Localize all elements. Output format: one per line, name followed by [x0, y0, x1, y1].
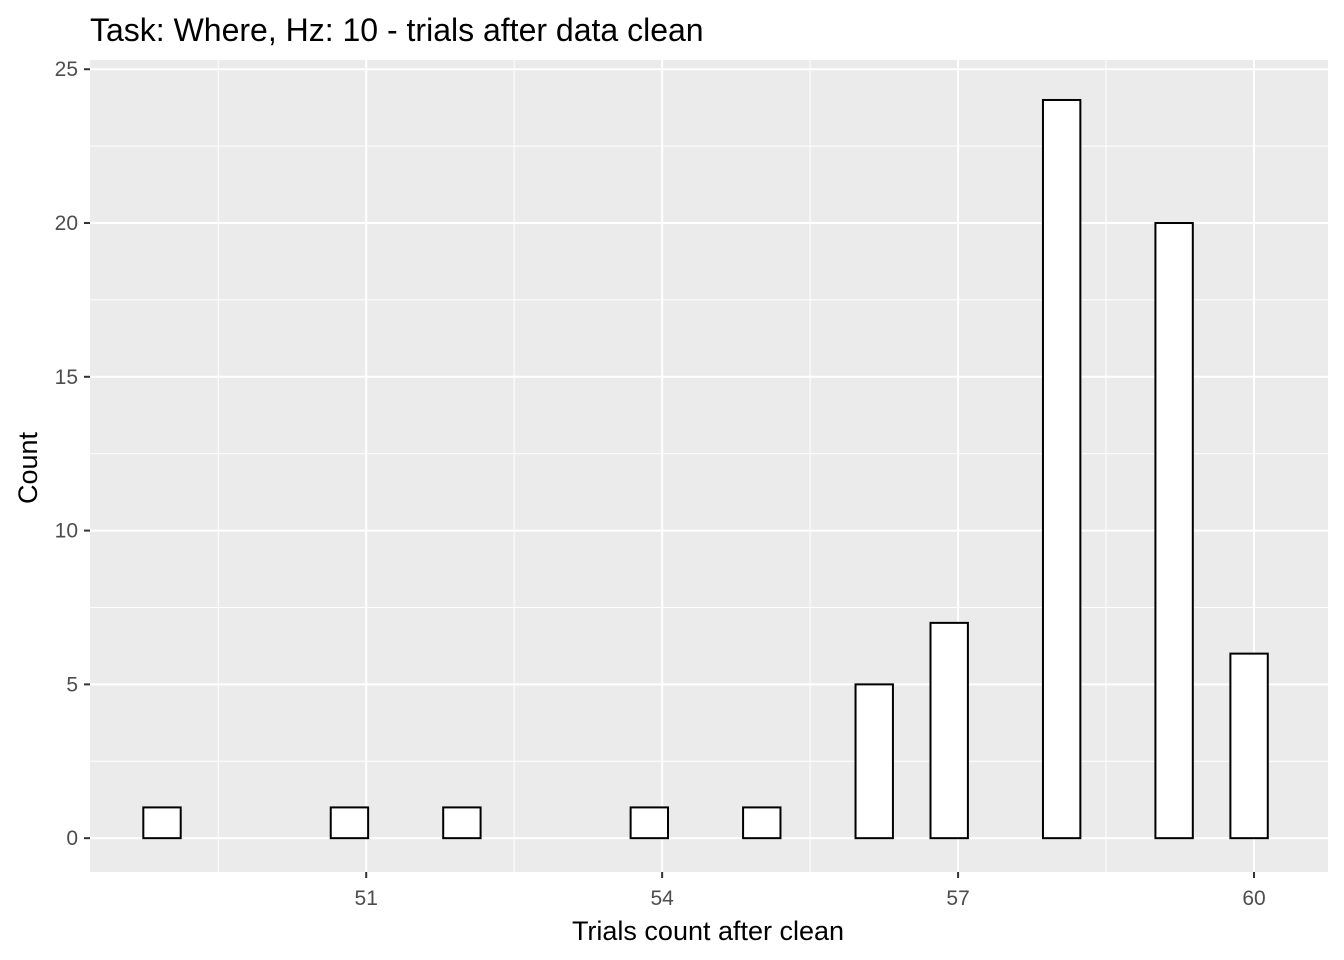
plot-panel	[90, 60, 1328, 872]
y-tick-label: 20	[55, 212, 78, 235]
histogram-bar	[742, 806, 782, 840]
histogram-bar	[142, 806, 182, 840]
y-tick-label: 15	[55, 366, 78, 389]
axes: 0 5 10 15 20 25 51 54 57 60	[55, 58, 1266, 910]
y-axis-title: Count	[13, 431, 43, 504]
histogram-bar	[1229, 652, 1269, 840]
y-tick-label: 5	[66, 673, 78, 696]
x-axis-title: Trials count after clean	[572, 916, 844, 946]
x-tick-label: 54	[650, 887, 674, 910]
histogram-bar	[1041, 98, 1082, 840]
histogram-bar	[329, 806, 370, 840]
y-tick-label: 10	[55, 520, 78, 543]
x-tick-label: 51	[355, 887, 378, 910]
panel-background	[90, 60, 1328, 872]
y-tick-label: 0	[66, 827, 78, 850]
bar-group	[142, 98, 1269, 840]
histogram-bar	[629, 806, 670, 840]
histogram-bar	[442, 806, 482, 840]
chart-title: Task: Where, Hz: 10 - trials after data …	[90, 12, 704, 48]
histogram-bar	[929, 621, 969, 840]
histogram-bar	[1154, 222, 1194, 840]
histogram-bar	[854, 683, 894, 840]
x-tick-label: 60	[1242, 887, 1265, 910]
y-tick-label: 25	[55, 58, 78, 81]
x-tick-label: 57	[946, 887, 969, 910]
